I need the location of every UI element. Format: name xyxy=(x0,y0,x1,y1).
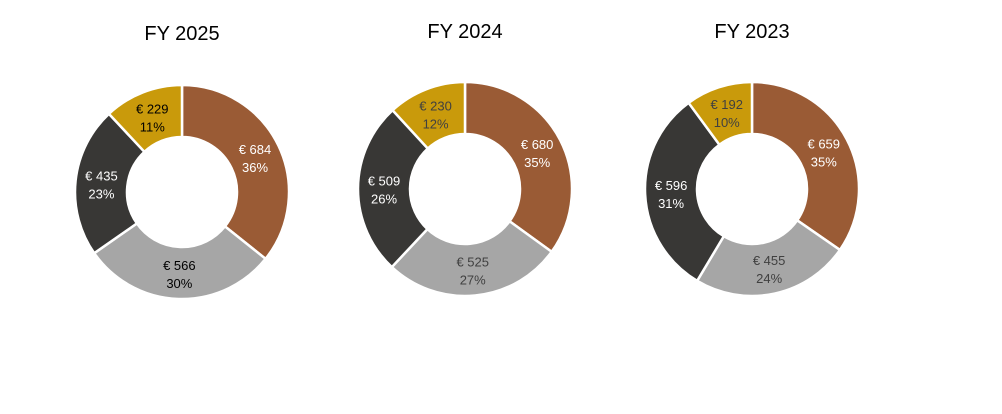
slice-percent-label: 35% xyxy=(811,154,837,169)
donut-slice xyxy=(463,80,574,254)
slice-percent-label: 10% xyxy=(714,115,740,130)
slice-percent-label: 35% xyxy=(524,155,550,170)
slice-percent-label: 31% xyxy=(658,196,684,211)
donut-slice xyxy=(686,80,754,147)
slice-value-label: € 455 xyxy=(753,253,786,268)
donut-slice xyxy=(107,83,184,154)
slice-value-label: € 680 xyxy=(521,137,554,152)
slice-percent-label: 26% xyxy=(371,192,397,207)
donut-slice xyxy=(643,101,726,283)
slice-percent-label: 23% xyxy=(88,187,114,202)
slice-value-label: € 229 xyxy=(136,102,169,117)
donut-slice xyxy=(356,108,430,269)
slice-percent-label: 11% xyxy=(140,120,165,135)
slice-value-label: € 509 xyxy=(368,174,401,189)
donut-slice xyxy=(73,112,147,255)
donut-chart-0: FY 2025 € 684 36% € 566 30% € 435 23% € 229 11% xyxy=(73,23,291,301)
donut-chart-1: FY 2024 € 680 35% € 525 27% € 509 26% € 230 12% xyxy=(356,21,574,298)
chart-title: FY 2024 xyxy=(427,21,502,43)
slice-percent-label: 27% xyxy=(460,273,486,288)
donut-slice xyxy=(92,221,268,301)
donut-slice xyxy=(750,80,861,252)
slice-percent-label: 24% xyxy=(756,271,782,286)
chart-title: FY 2025 xyxy=(144,23,219,45)
slice-value-label: € 566 xyxy=(163,258,196,273)
donut-slice xyxy=(390,219,554,298)
slice-value-label: € 192 xyxy=(710,97,743,112)
slice-percent-label: 36% xyxy=(242,160,268,175)
slice-value-label: € 230 xyxy=(419,99,452,114)
slice-value-label: € 659 xyxy=(807,136,840,151)
slice-value-label: € 596 xyxy=(655,178,688,193)
slice-percent-label: 30% xyxy=(166,276,192,291)
donut-chart-2: FY 2023 € 659 35% € 455 24% € 596 31% € 192 10% xyxy=(643,21,861,298)
donut-slice xyxy=(390,80,467,151)
slice-percent-label: 12% xyxy=(423,117,449,132)
slice-value-label: € 684 xyxy=(239,142,272,157)
chart-title: FY 2023 xyxy=(714,21,789,43)
slice-value-label: € 435 xyxy=(85,169,118,184)
donut-slice xyxy=(695,218,842,298)
donut-slice xyxy=(180,83,291,261)
slice-value-label: € 525 xyxy=(456,255,489,270)
